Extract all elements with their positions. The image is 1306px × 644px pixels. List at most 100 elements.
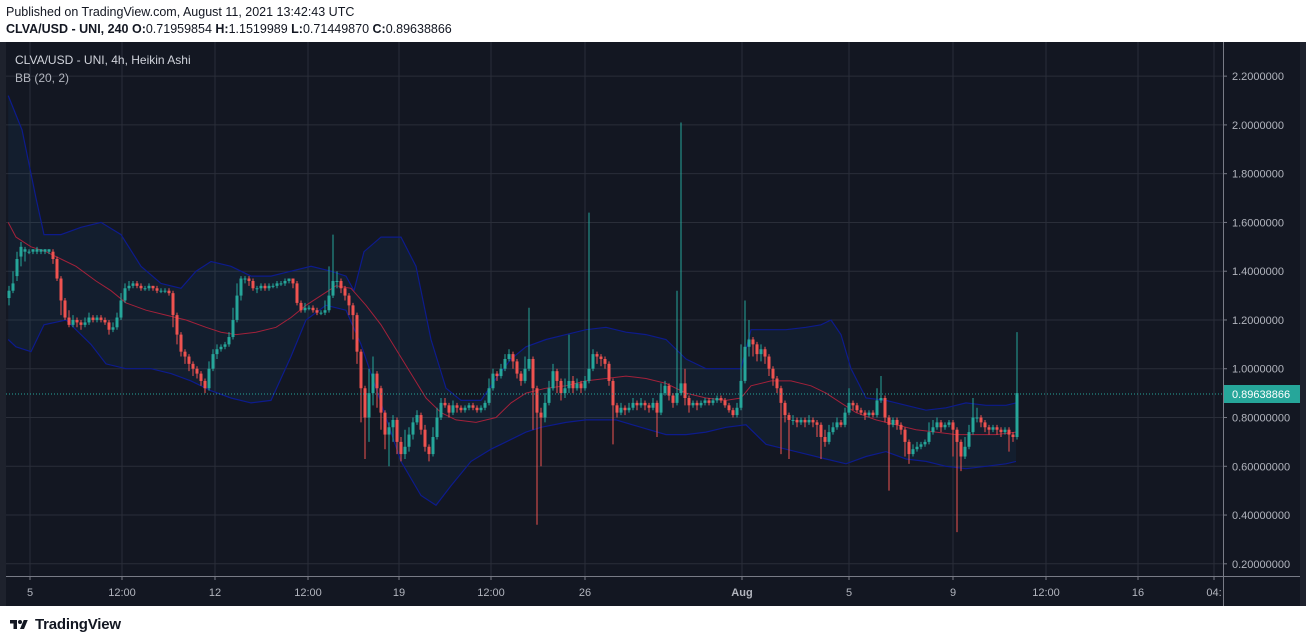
candle-body <box>279 283 283 285</box>
candle <box>167 288 171 296</box>
candle <box>715 395 719 403</box>
candle-body <box>463 407 467 411</box>
candle-body <box>767 356 771 369</box>
tradingview-logo-icon <box>10 619 28 629</box>
candle <box>811 417 815 428</box>
candle <box>883 395 887 423</box>
candle <box>667 383 671 401</box>
last-price-badge <box>1224 385 1300 404</box>
candle-body <box>147 285 151 289</box>
candle-body <box>307 307 311 309</box>
candle-body <box>667 385 671 396</box>
candle <box>239 276 243 301</box>
candle <box>803 417 807 428</box>
candle-body <box>359 351 363 389</box>
candle <box>87 312 91 325</box>
candle-body <box>191 363 195 369</box>
candle <box>331 234 335 299</box>
candle-body <box>859 410 863 413</box>
candle <box>771 366 775 386</box>
candle <box>791 415 795 425</box>
candle-body <box>727 405 731 411</box>
candle <box>643 400 647 411</box>
candle <box>287 278 291 284</box>
candle-body <box>187 356 191 364</box>
candle-body <box>799 419 803 423</box>
candle <box>943 422 947 430</box>
candle <box>567 334 571 394</box>
candle <box>35 246 39 255</box>
candle-body <box>931 427 935 433</box>
candle <box>463 405 467 413</box>
candle <box>983 419 987 433</box>
price-tick-label: 2.2000000 <box>1232 71 1284 83</box>
candle <box>391 415 395 442</box>
candle-body <box>367 393 371 418</box>
candle-body <box>671 395 675 403</box>
candle <box>595 351 599 364</box>
candle-body <box>811 419 815 423</box>
candle <box>847 388 851 416</box>
time-tick-label: 5 <box>846 587 852 599</box>
candle <box>527 307 531 372</box>
candle-body <box>755 344 759 355</box>
candle-body <box>743 346 747 381</box>
candle-body <box>723 400 727 406</box>
candle <box>323 300 327 316</box>
candle-body <box>91 317 95 320</box>
candle <box>147 283 151 291</box>
low-label: L: <box>291 22 303 36</box>
candle <box>695 400 699 411</box>
candle <box>763 346 767 364</box>
axes: 2.2000000 2.0000000 1.8000000 1.6000000 1.40… <box>6 42 1300 606</box>
candle-body <box>379 388 383 413</box>
candle <box>575 378 579 391</box>
candle-body <box>987 427 991 430</box>
candle <box>375 371 379 408</box>
price-tick-label: 0.40000000 <box>1232 510 1290 522</box>
candle-body <box>919 444 923 447</box>
candle-body <box>395 419 399 442</box>
candle-body <box>639 402 643 406</box>
candle <box>931 419 935 435</box>
time-tick-label: 26 <box>579 587 591 599</box>
candle <box>587 212 591 384</box>
candle <box>887 415 891 491</box>
candle-body <box>51 251 55 260</box>
candle <box>383 410 387 450</box>
candle-body <box>843 412 847 425</box>
candle-body <box>547 388 551 403</box>
indicator-legend[interactable]: BB (20, 2) <box>15 71 70 85</box>
candle-body <box>579 383 583 389</box>
candlestick-chart[interactable]: 2.2000000 2.0000000 1.8000000 1.6000000 1.40… <box>6 42 1300 606</box>
price-tick-label: 1.4000000 <box>1232 266 1284 278</box>
candle <box>611 378 615 445</box>
candle-body <box>1003 429 1007 433</box>
candle <box>623 405 627 416</box>
candle-body <box>215 349 219 355</box>
candle <box>615 402 619 418</box>
candle <box>399 437 403 462</box>
candle <box>735 402 739 418</box>
candle <box>751 337 755 357</box>
candle <box>279 280 283 286</box>
candle-body <box>387 427 391 435</box>
candle-body <box>487 388 491 403</box>
candle-body <box>239 278 243 296</box>
candle <box>955 427 959 533</box>
candle-body <box>331 280 335 296</box>
candle-body <box>979 417 983 423</box>
candle <box>99 315 103 323</box>
candle <box>395 417 399 455</box>
chart-area[interactable]: 2.2000000 2.0000000 1.8000000 1.6000000 1.40… <box>6 42 1300 606</box>
candle <box>759 344 763 362</box>
candle <box>703 398 707 406</box>
candle-body <box>775 378 779 389</box>
tradingview-logo[interactable]: TradingView <box>8 616 121 633</box>
candle-body <box>623 407 627 411</box>
candle-body <box>467 405 471 408</box>
candle <box>915 441 919 452</box>
candle <box>879 376 883 403</box>
candle <box>371 356 375 406</box>
candle-body <box>627 407 631 411</box>
